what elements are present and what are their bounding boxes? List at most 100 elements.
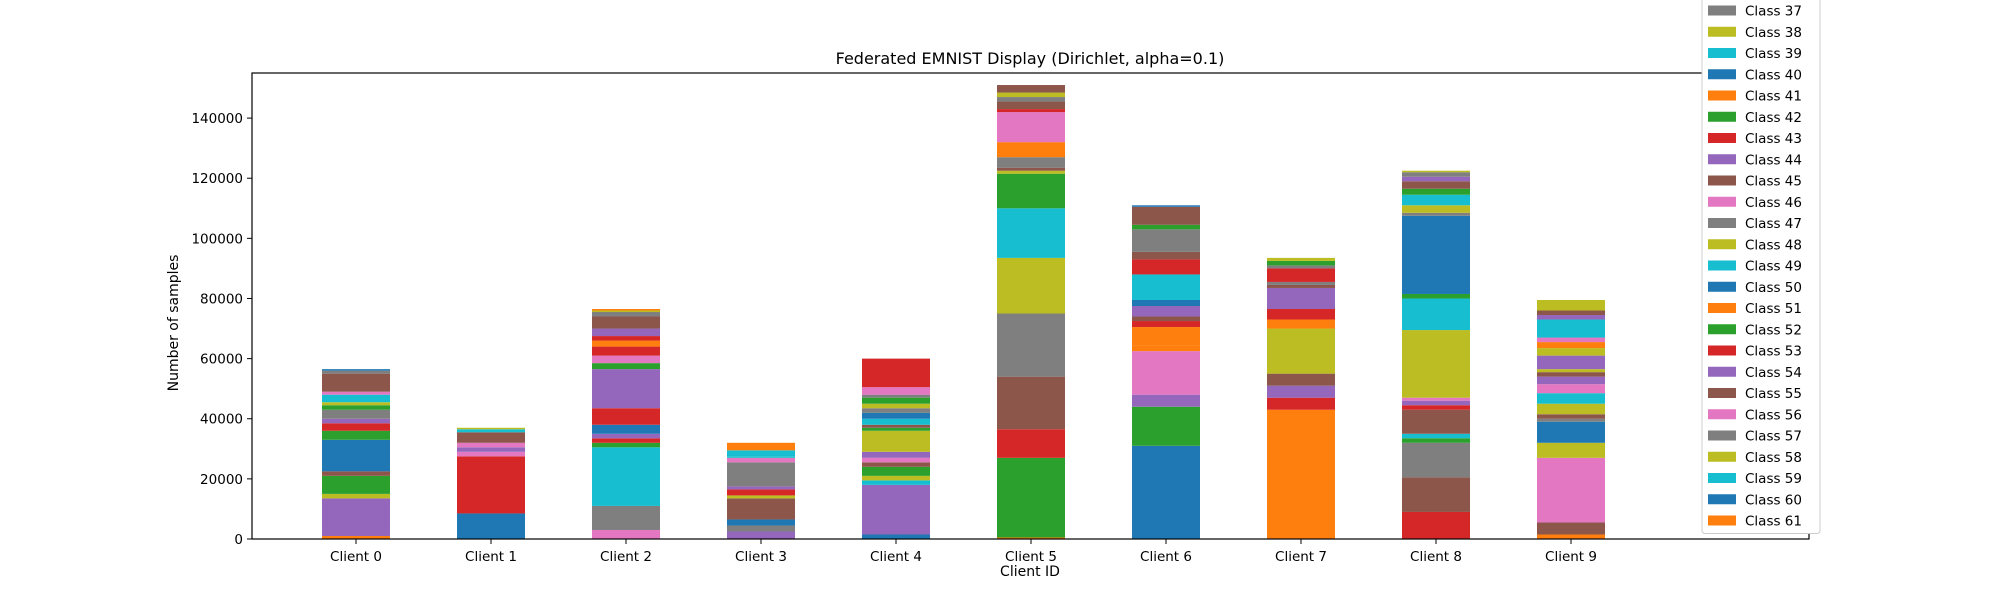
- bar-segment: [457, 513, 525, 539]
- bar-segment: [997, 97, 1065, 102]
- bar-segment: [322, 369, 390, 371]
- bar-segment: [592, 328, 660, 337]
- bar-segment: [862, 412, 930, 419]
- legend-label: Class 49: [1745, 259, 1802, 275]
- bar-segment: [997, 313, 1065, 377]
- bar-segment: [592, 369, 660, 409]
- bar-segment: [1267, 268, 1335, 282]
- bar-segment: [1537, 310, 1605, 316]
- bar-segment: [1537, 319, 1605, 338]
- legend-label: Class 50: [1745, 280, 1802, 296]
- legend-swatch: [1708, 345, 1736, 356]
- bar-segment: [1132, 445, 1200, 539]
- bar-segment: [592, 363, 660, 370]
- bar-stacks: [322, 85, 1605, 539]
- bar-segment: [1537, 315, 1605, 320]
- y-axis-label: Number of samples: [166, 255, 182, 392]
- bar-segment: [457, 447, 525, 452]
- bar-segment: [457, 432, 525, 443]
- bar-segment: [862, 358, 930, 388]
- legend-label: Class 57: [1745, 429, 1802, 445]
- bar-segment: [322, 430, 390, 440]
- y-tick-label: 100000: [191, 231, 243, 247]
- x-tick-label: Client 2: [600, 549, 652, 565]
- bar-segment: [322, 405, 390, 410]
- bar-segment: [1537, 355, 1605, 370]
- bar-segment: [997, 537, 1065, 539]
- bar-segment: [997, 173, 1065, 209]
- legend-swatch: [1708, 451, 1736, 462]
- bar-segment: [997, 101, 1065, 110]
- y-tick-label: 0: [234, 532, 243, 548]
- bar-segment: [322, 439, 390, 472]
- bar-segment: [457, 429, 525, 433]
- bar-segment: [1132, 274, 1200, 300]
- bar-segment: [1537, 442, 1605, 458]
- bar-segment: [1267, 397, 1335, 410]
- bar-segment: [1537, 369, 1605, 373]
- bar-segment: [997, 429, 1065, 458]
- legend: Class 37 Class 38 Class 39 Class 40 Class 41…: [1701, 0, 1821, 534]
- y-tick-label: 20000: [200, 472, 243, 488]
- x-tick-label: Client 4: [870, 549, 922, 565]
- legend-swatch: [1708, 133, 1736, 143]
- bar-segment: [997, 112, 1065, 143]
- bar-segment: [1132, 406, 1200, 446]
- bar-segment: [592, 340, 660, 347]
- legend-swatch: [1708, 409, 1736, 420]
- bar-segment: [457, 451, 525, 457]
- bar-segment: [1537, 393, 1605, 404]
- bar-segment: [592, 346, 660, 356]
- legend-swatch: [1708, 111, 1736, 122]
- x-tick-label: Client 5: [1005, 549, 1057, 565]
- bar-segment: [997, 376, 1065, 430]
- bar-segment: [727, 495, 795, 499]
- bar-segment: [322, 423, 390, 431]
- bar-segment: [1402, 442, 1470, 478]
- legend-label: Class 51: [1745, 301, 1802, 317]
- bar-segment: [1537, 384, 1605, 394]
- bar-segment: [1132, 206, 1200, 225]
- bar-segment: [862, 480, 930, 485]
- legend-swatch: [1708, 175, 1736, 186]
- bar-segment: [322, 391, 390, 395]
- bar-segment: [1402, 212, 1470, 216]
- bar-segment: [727, 462, 795, 487]
- bar-segment: [1132, 306, 1200, 317]
- bar-segment: [997, 92, 1065, 98]
- bar-segment: [322, 394, 390, 403]
- y-tick-label: 120000: [191, 171, 243, 187]
- legend-label: Class 60: [1745, 492, 1802, 508]
- legend-swatch: [1708, 473, 1736, 483]
- bar-segment: [997, 167, 1065, 171]
- y-tick-label: 60000: [200, 352, 243, 368]
- legend-label: Class 44: [1745, 152, 1802, 168]
- legend-label: Class 55: [1745, 386, 1802, 402]
- bar-segment: [322, 402, 390, 406]
- legend-swatch: [1708, 515, 1736, 526]
- bar-segment: [862, 408, 930, 413]
- bar-segment: [592, 309, 660, 311]
- bar-segment: [592, 447, 660, 506]
- bar-segment: [322, 418, 390, 424]
- bar-segment: [1267, 409, 1335, 539]
- bar-segment: [457, 442, 525, 448]
- legend-swatch: [1708, 430, 1736, 441]
- x-tick-label: Client 9: [1545, 549, 1597, 565]
- bar-segment: [1402, 511, 1470, 539]
- legend-label: Class 53: [1745, 344, 1802, 360]
- bar-segment: [1402, 176, 1470, 182]
- bar-segment: [457, 456, 525, 514]
- bar-segment: [727, 531, 795, 539]
- bar-segment: [1132, 251, 1200, 260]
- legend-label: Class 54: [1745, 365, 1802, 381]
- legend-label: Class 45: [1745, 174, 1802, 190]
- bar-segment: [1402, 400, 1470, 406]
- legend-swatch: [1708, 388, 1736, 398]
- bar-segment: [1402, 405, 1470, 410]
- x-tick-label: Client 3: [735, 549, 787, 565]
- bar-segment: [727, 525, 795, 532]
- bar-segment: [1402, 293, 1470, 299]
- bar-segment: [1402, 477, 1470, 512]
